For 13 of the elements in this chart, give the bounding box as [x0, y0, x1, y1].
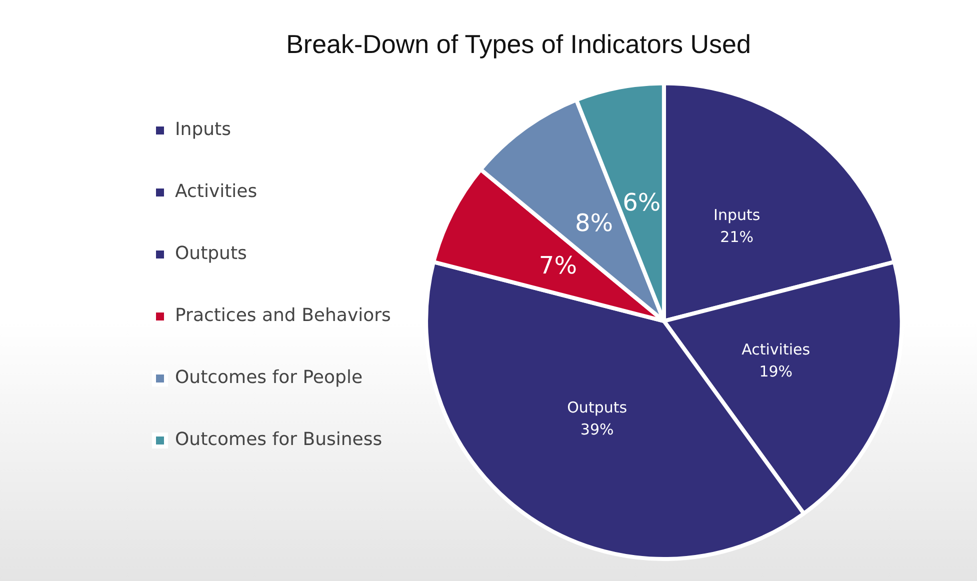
data-label: Inputs 21% [714, 206, 760, 246]
legend-label: Practices and Behaviors [175, 305, 391, 326]
data-label: 8% [574, 209, 614, 238]
data-label: Activities 19% [742, 340, 810, 380]
legend-label: Outcomes for People [175, 367, 363, 388]
data-label: Outputs 39% [567, 398, 628, 438]
legend-label: Activities [175, 181, 258, 202]
legend-label: Outcomes for Business [175, 429, 382, 450]
legend-label: Outputs [175, 243, 247, 264]
legend-label: Inputs [175, 119, 231, 140]
data-label: 7% [538, 251, 577, 280]
data-label: 6% [622, 188, 661, 216]
chart-title: Break-Down of Types of Indicators Used [286, 28, 751, 59]
